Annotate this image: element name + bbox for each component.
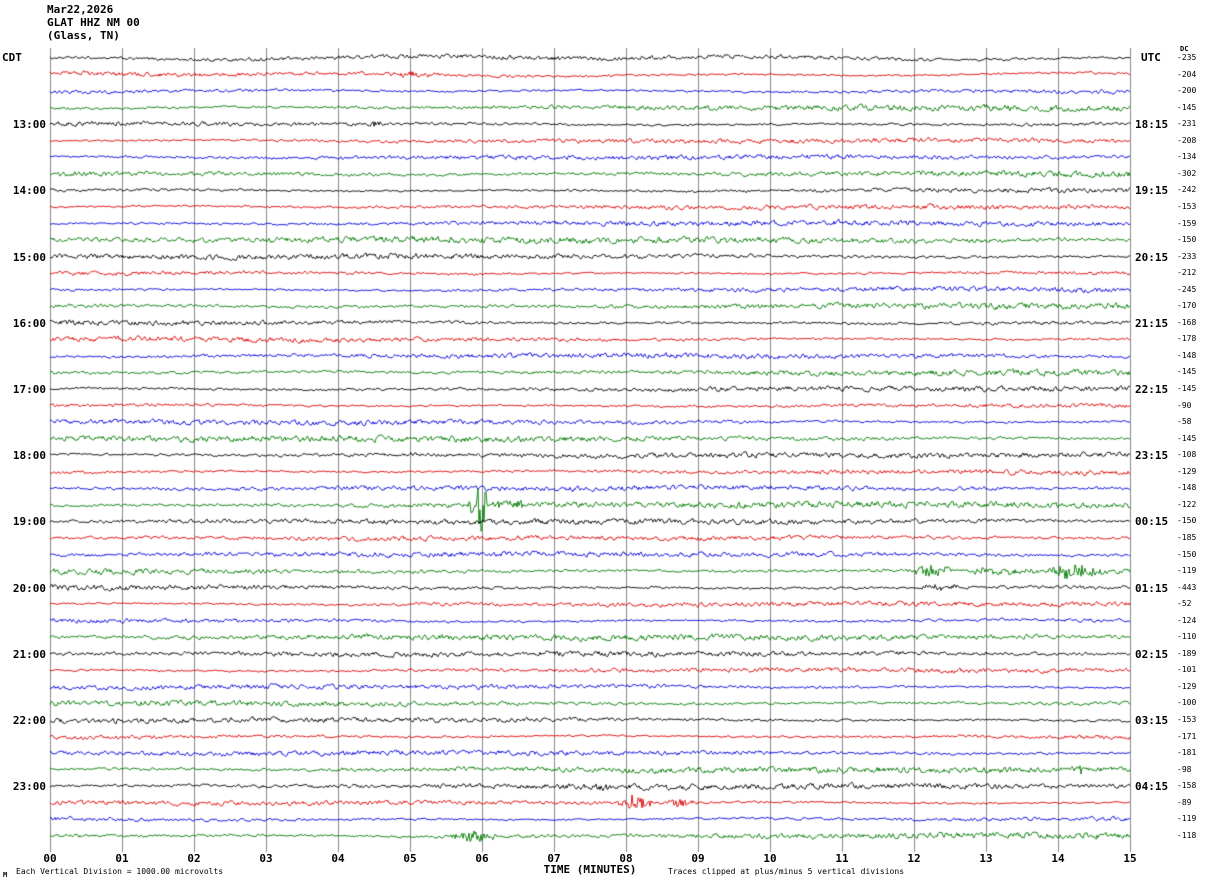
dc-offset-value: -110 [1177,632,1197,642]
hour-label-utc: 23:15 [1135,449,1169,463]
left-axis-label: CDT [2,51,22,64]
title-location: (Glass, TN) [47,29,120,42]
hour-label-utc: 04:15 [1135,780,1169,794]
hour-label-cdt: 14:00 [12,184,46,198]
hour-label-utc: 18:15 [1135,118,1169,132]
hour-label-utc: 00:15 [1135,515,1169,529]
dc-offset-value: -101 [1177,665,1197,675]
footer-right-note: Traces clipped at plus/minus 5 vertical … [668,867,905,876]
dc-offset-value: -153 [1177,715,1197,724]
hour-label-cdt: 23:00 [12,780,46,794]
dc-offset-value: -98 [1177,764,1192,774]
dc-offset-value: -89 [1177,797,1192,807]
dc-offset-value: -145 [1177,367,1197,377]
dc-offset-value: -58 [1177,417,1192,427]
hour-label-cdt: 19:00 [12,515,46,529]
dc-offset-value: -90 [1177,400,1192,410]
hour-label-cdt: 22:00 [12,714,46,727]
dc-offset-value: -170 [1177,301,1197,311]
minute-tick-label: 09 [691,852,705,865]
minute-tick-label: 02 [187,852,201,865]
minute-tick-label: 01 [115,852,129,865]
dc-offset-value: -148 [1177,350,1197,360]
right-axis-label: UTC [1141,51,1161,64]
dc-offset-value: -208 [1177,135,1197,145]
dc-offset-value: -145 [1177,433,1197,443]
dc-offset-value: -108 [1177,450,1197,460]
hour-label-utc: 20:15 [1135,250,1169,264]
minute-tick-label: 04 [331,852,345,865]
dc-offset-value: -100 [1177,698,1197,708]
hour-label-utc: 03:15 [1135,714,1169,727]
hour-label-cdt: 13:00 [12,118,46,132]
minute-tick-label: 12 [907,852,921,865]
minute-tick-label: 11 [835,852,849,865]
dc-offset-value: -159 [1177,218,1197,228]
minute-tick-label: 10 [763,852,777,865]
dc-offset-value: -124 [1177,615,1197,625]
dc-offset-value: -204 [1177,69,1197,79]
hour-label-cdt: 17:00 [12,383,46,396]
dc-offset-value: -235 [1177,53,1197,62]
dc-offset-value: -145 [1177,102,1197,112]
hour-label-utc: 19:15 [1135,184,1169,198]
dc-offset-value: -119 [1177,814,1197,824]
minute-tick-label: 00 [43,852,57,865]
dc-offset-value: -185 [1177,532,1197,542]
dc-offset-value: -118 [1177,830,1197,840]
hour-label-cdt: 15:00 [12,250,46,264]
dc-offset-value: -178 [1177,334,1197,344]
dc-offset-value: -200 [1177,86,1197,96]
hour-label-cdt: 21:00 [12,647,46,661]
hour-label-cdt: 20:00 [12,581,46,595]
logo-mark: M [3,871,8,879]
hour-label-utc: 21:15 [1135,316,1169,330]
dc-offset-value: -153 [1177,201,1197,211]
minute-tick-label: 13 [979,852,993,865]
hour-label-cdt: 18:00 [12,449,46,463]
dc-offset-value: -129 [1177,466,1197,476]
hour-label-utc: 22:15 [1135,383,1169,396]
minute-tick-label: 14 [1051,852,1065,865]
minute-tick-label: 06 [475,852,489,865]
dc-offset-value: -134 [1177,152,1197,162]
dc-offset-value: -148 [1177,483,1197,493]
dc-offset-value: -212 [1177,268,1197,278]
dc-offset-value: -150 [1177,235,1197,245]
minute-tick-label: 15 [1123,852,1137,865]
dc-offset-value: -52 [1177,599,1192,609]
dc-offset-value: -122 [1177,499,1197,509]
x-axis-title: TIME (MINUTES) [543,863,637,876]
dc-offset-value: -150 [1177,549,1197,559]
minute-tick-label: 08 [619,852,633,865]
minute-tick-label: 07 [547,852,561,865]
hour-label-utc: 02:15 [1135,647,1169,661]
hour-label-cdt: 16:00 [12,316,46,330]
title-date: Mar22,2026 [47,3,114,16]
footer-left-note: Each Vertical Division = 1000.00 microvo… [16,867,224,876]
dc-offset-value: -443 [1177,582,1197,592]
dc-offset-value: -189 [1177,648,1197,658]
hour-label-utc: 01:15 [1135,581,1169,595]
dc-axis-label: DC [1180,45,1189,53]
dc-offset-value: -168 [1177,317,1197,327]
dc-offset-value: -129 [1177,681,1197,691]
dc-offset-value: -119 [1177,566,1197,576]
dc-offset-value: -150 [1177,516,1197,526]
dc-offset-value: -233 [1177,251,1197,261]
dc-offset-value: -242 [1177,185,1197,195]
dc-offset-value: -181 [1177,748,1197,758]
dc-offset-value: -145 [1177,384,1197,393]
title-station: GLAT HHZ NM 00 [47,16,140,29]
dc-offset-value: -302 [1177,168,1197,178]
dc-offset-value: -231 [1177,119,1197,129]
dc-offset-value: -158 [1177,781,1197,791]
dc-offset-value: -245 [1177,284,1197,294]
minute-tick-label: 03 [259,852,273,865]
dc-offset-value: -171 [1177,731,1197,741]
minute-tick-label: 05 [403,852,417,865]
